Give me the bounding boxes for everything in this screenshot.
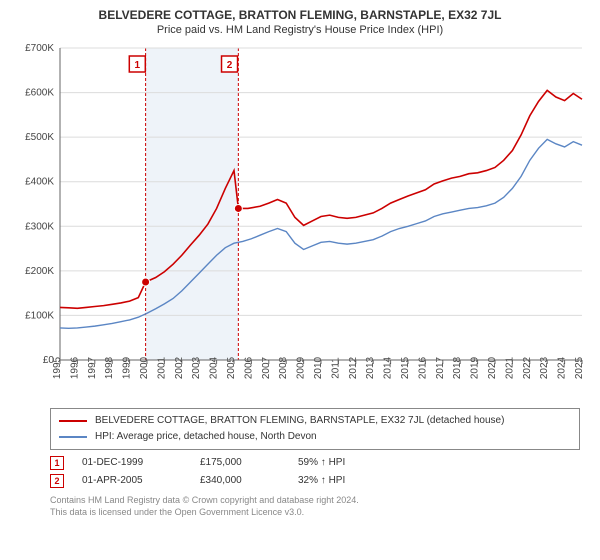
marker-price: £175,000 bbox=[200, 454, 280, 472]
svg-text:£600K: £600K bbox=[25, 88, 54, 99]
footer-line-1: Contains HM Land Registry data © Crown c… bbox=[50, 494, 586, 506]
svg-text:£300K: £300K bbox=[25, 221, 54, 232]
svg-text:£100K: £100K bbox=[25, 310, 54, 321]
marker-date: 01-APR-2005 bbox=[82, 472, 182, 490]
svg-text:£700K: £700K bbox=[25, 43, 54, 54]
marker-number-box: 2 bbox=[50, 474, 64, 488]
svg-text:£500K: £500K bbox=[25, 132, 54, 143]
chart-title: BELVEDERE COTTAGE, BRATTON FLEMING, BARN… bbox=[12, 8, 588, 22]
marker-row: 2 01-APR-2005 £340,000 32% ↑ HPI bbox=[50, 472, 580, 490]
legend-swatch bbox=[59, 436, 87, 438]
svg-text:1: 1 bbox=[135, 60, 141, 71]
svg-text:2: 2 bbox=[227, 60, 233, 71]
marker-hpi: 59% ↑ HPI bbox=[298, 454, 388, 472]
marker-hpi: 32% ↑ HPI bbox=[298, 472, 388, 490]
legend: BELVEDERE COTTAGE, BRATTON FLEMING, BARN… bbox=[50, 408, 580, 450]
svg-text:£200K: £200K bbox=[25, 266, 54, 277]
marker-price: £340,000 bbox=[200, 472, 280, 490]
markers-table: 1 01-DEC-1999 £175,000 59% ↑ HPI 2 01-APR-200… bbox=[50, 454, 580, 490]
marker-date: 01-DEC-1999 bbox=[82, 454, 182, 472]
legend-row: HPI: Average price, detached house, Nort… bbox=[59, 429, 571, 445]
legend-row: BELVEDERE COTTAGE, BRATTON FLEMING, BARN… bbox=[59, 413, 571, 429]
footer-line-2: This data is licensed under the Open Gov… bbox=[50, 506, 586, 518]
svg-text:£400K: £400K bbox=[25, 177, 54, 188]
marker-row: 1 01-DEC-1999 £175,000 59% ↑ HPI bbox=[50, 454, 580, 472]
legend-label: HPI: Average price, detached house, Nort… bbox=[95, 429, 317, 445]
marker-number-box: 1 bbox=[50, 456, 64, 470]
footer-attribution: Contains HM Land Registry data © Crown c… bbox=[50, 494, 586, 518]
legend-label: BELVEDERE COTTAGE, BRATTON FLEMING, BARN… bbox=[95, 413, 504, 429]
chart-plot: £0£100K£200K£300K£400K£500K£600K£700K199… bbox=[12, 42, 588, 402]
legend-swatch bbox=[59, 420, 87, 422]
chart-subtitle: Price paid vs. HM Land Registry's House … bbox=[12, 24, 588, 36]
